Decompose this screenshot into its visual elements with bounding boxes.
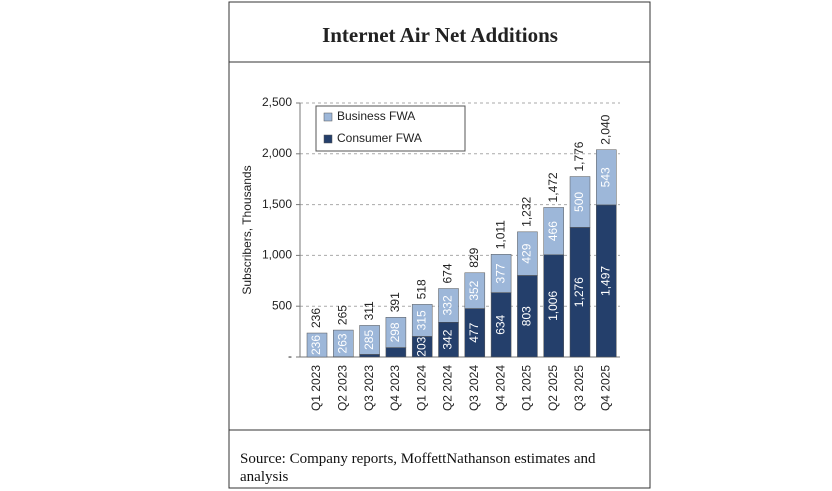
y-tick-label: 1,000 bbox=[262, 248, 292, 262]
total-label: 518 bbox=[414, 279, 428, 299]
bar-segment bbox=[569, 176, 591, 228]
total-label: 1,472 bbox=[546, 172, 560, 202]
x-tick-label: Q3 2023 bbox=[362, 365, 376, 411]
segment-label: 543 bbox=[598, 167, 612, 187]
y-tick-label: 2,000 bbox=[262, 146, 292, 160]
legend-label: Consumer FWA bbox=[337, 131, 422, 145]
x-tick-label: Q4 2024 bbox=[493, 365, 507, 411]
bar-segment bbox=[596, 149, 617, 206]
chart-title: Internet Air Net Additions bbox=[322, 23, 558, 47]
x-tick-label: Q1 2024 bbox=[414, 365, 428, 411]
total-label: 829 bbox=[467, 247, 481, 267]
segment-label: 342 bbox=[441, 329, 455, 349]
segment-label: 332 bbox=[441, 295, 455, 315]
segment-label: 263 bbox=[335, 333, 349, 353]
y-tick-label: 2,500 bbox=[262, 95, 292, 109]
total-label: 1,232 bbox=[520, 196, 534, 226]
segment-label: 429 bbox=[520, 243, 534, 263]
bar-segment bbox=[385, 347, 407, 358]
y-tick-label: - bbox=[288, 349, 292, 363]
segment-label: 803 bbox=[520, 306, 534, 326]
bar-segment bbox=[464, 272, 486, 309]
segment-label: 236 bbox=[309, 335, 323, 355]
bar-segment bbox=[385, 317, 407, 348]
bar-segment bbox=[438, 288, 459, 323]
x-tick-label: Q4 2023 bbox=[388, 365, 402, 411]
x-tick-label: Q2 2024 bbox=[441, 365, 455, 411]
total-label: 265 bbox=[335, 305, 349, 325]
segment-label: 634 bbox=[493, 314, 507, 334]
legend-swatch bbox=[323, 134, 333, 144]
total-label: 1,776 bbox=[572, 141, 586, 171]
segment-label: 203 bbox=[414, 336, 428, 356]
total-label: 311 bbox=[362, 301, 376, 320]
legend-box bbox=[315, 105, 466, 152]
total-label: 1,011 bbox=[493, 220, 507, 249]
bar-segment bbox=[517, 231, 538, 276]
total-label: 2,040 bbox=[598, 114, 612, 144]
segment-label: 1,276 bbox=[572, 277, 586, 307]
y-axis-label: Subscribers, Thousands bbox=[240, 165, 254, 294]
x-tick-label: Q1 2025 bbox=[520, 365, 534, 411]
legend-label: Business FWA bbox=[337, 109, 415, 123]
x-tick-label: Q3 2025 bbox=[572, 365, 586, 411]
x-tick-label: Q3 2024 bbox=[467, 365, 481, 411]
bar-segment bbox=[306, 332, 328, 358]
segment-label: 1,006 bbox=[546, 291, 560, 321]
segment-label: 315 bbox=[414, 310, 428, 330]
legend-swatch bbox=[323, 112, 333, 122]
bar-segment bbox=[543, 207, 564, 256]
bar-segment bbox=[490, 254, 512, 293]
segment-label: 466 bbox=[546, 221, 560, 241]
segment-label: 352 bbox=[467, 280, 481, 300]
total-label: 236 bbox=[309, 308, 323, 328]
x-tick-label: Q4 2025 bbox=[598, 365, 612, 411]
segment-label: 377 bbox=[493, 263, 507, 283]
segment-label: 477 bbox=[467, 322, 481, 342]
x-tick-label: Q2 2023 bbox=[335, 365, 349, 411]
x-tick-label: Q2 2025 bbox=[546, 365, 560, 411]
segment-label: 1,497 bbox=[598, 266, 612, 296]
frame bbox=[228, 1, 651, 489]
source-note: Source: Company reports, MoffettNathanso… bbox=[240, 451, 596, 485]
total-label: 391 bbox=[388, 292, 402, 312]
y-tick-label: 1,500 bbox=[262, 197, 292, 211]
bar-segment bbox=[333, 329, 354, 358]
y-tick-label: 500 bbox=[272, 298, 292, 312]
bar-segment bbox=[411, 304, 433, 337]
x-tick-label: Q1 2023 bbox=[309, 365, 323, 411]
bar-segment bbox=[359, 354, 380, 358]
bar-segment bbox=[359, 325, 380, 355]
segment-label: 298 bbox=[388, 322, 402, 342]
total-label: 674 bbox=[441, 263, 455, 283]
segment-label: 500 bbox=[572, 192, 586, 212]
segment-label: 285 bbox=[362, 330, 376, 350]
